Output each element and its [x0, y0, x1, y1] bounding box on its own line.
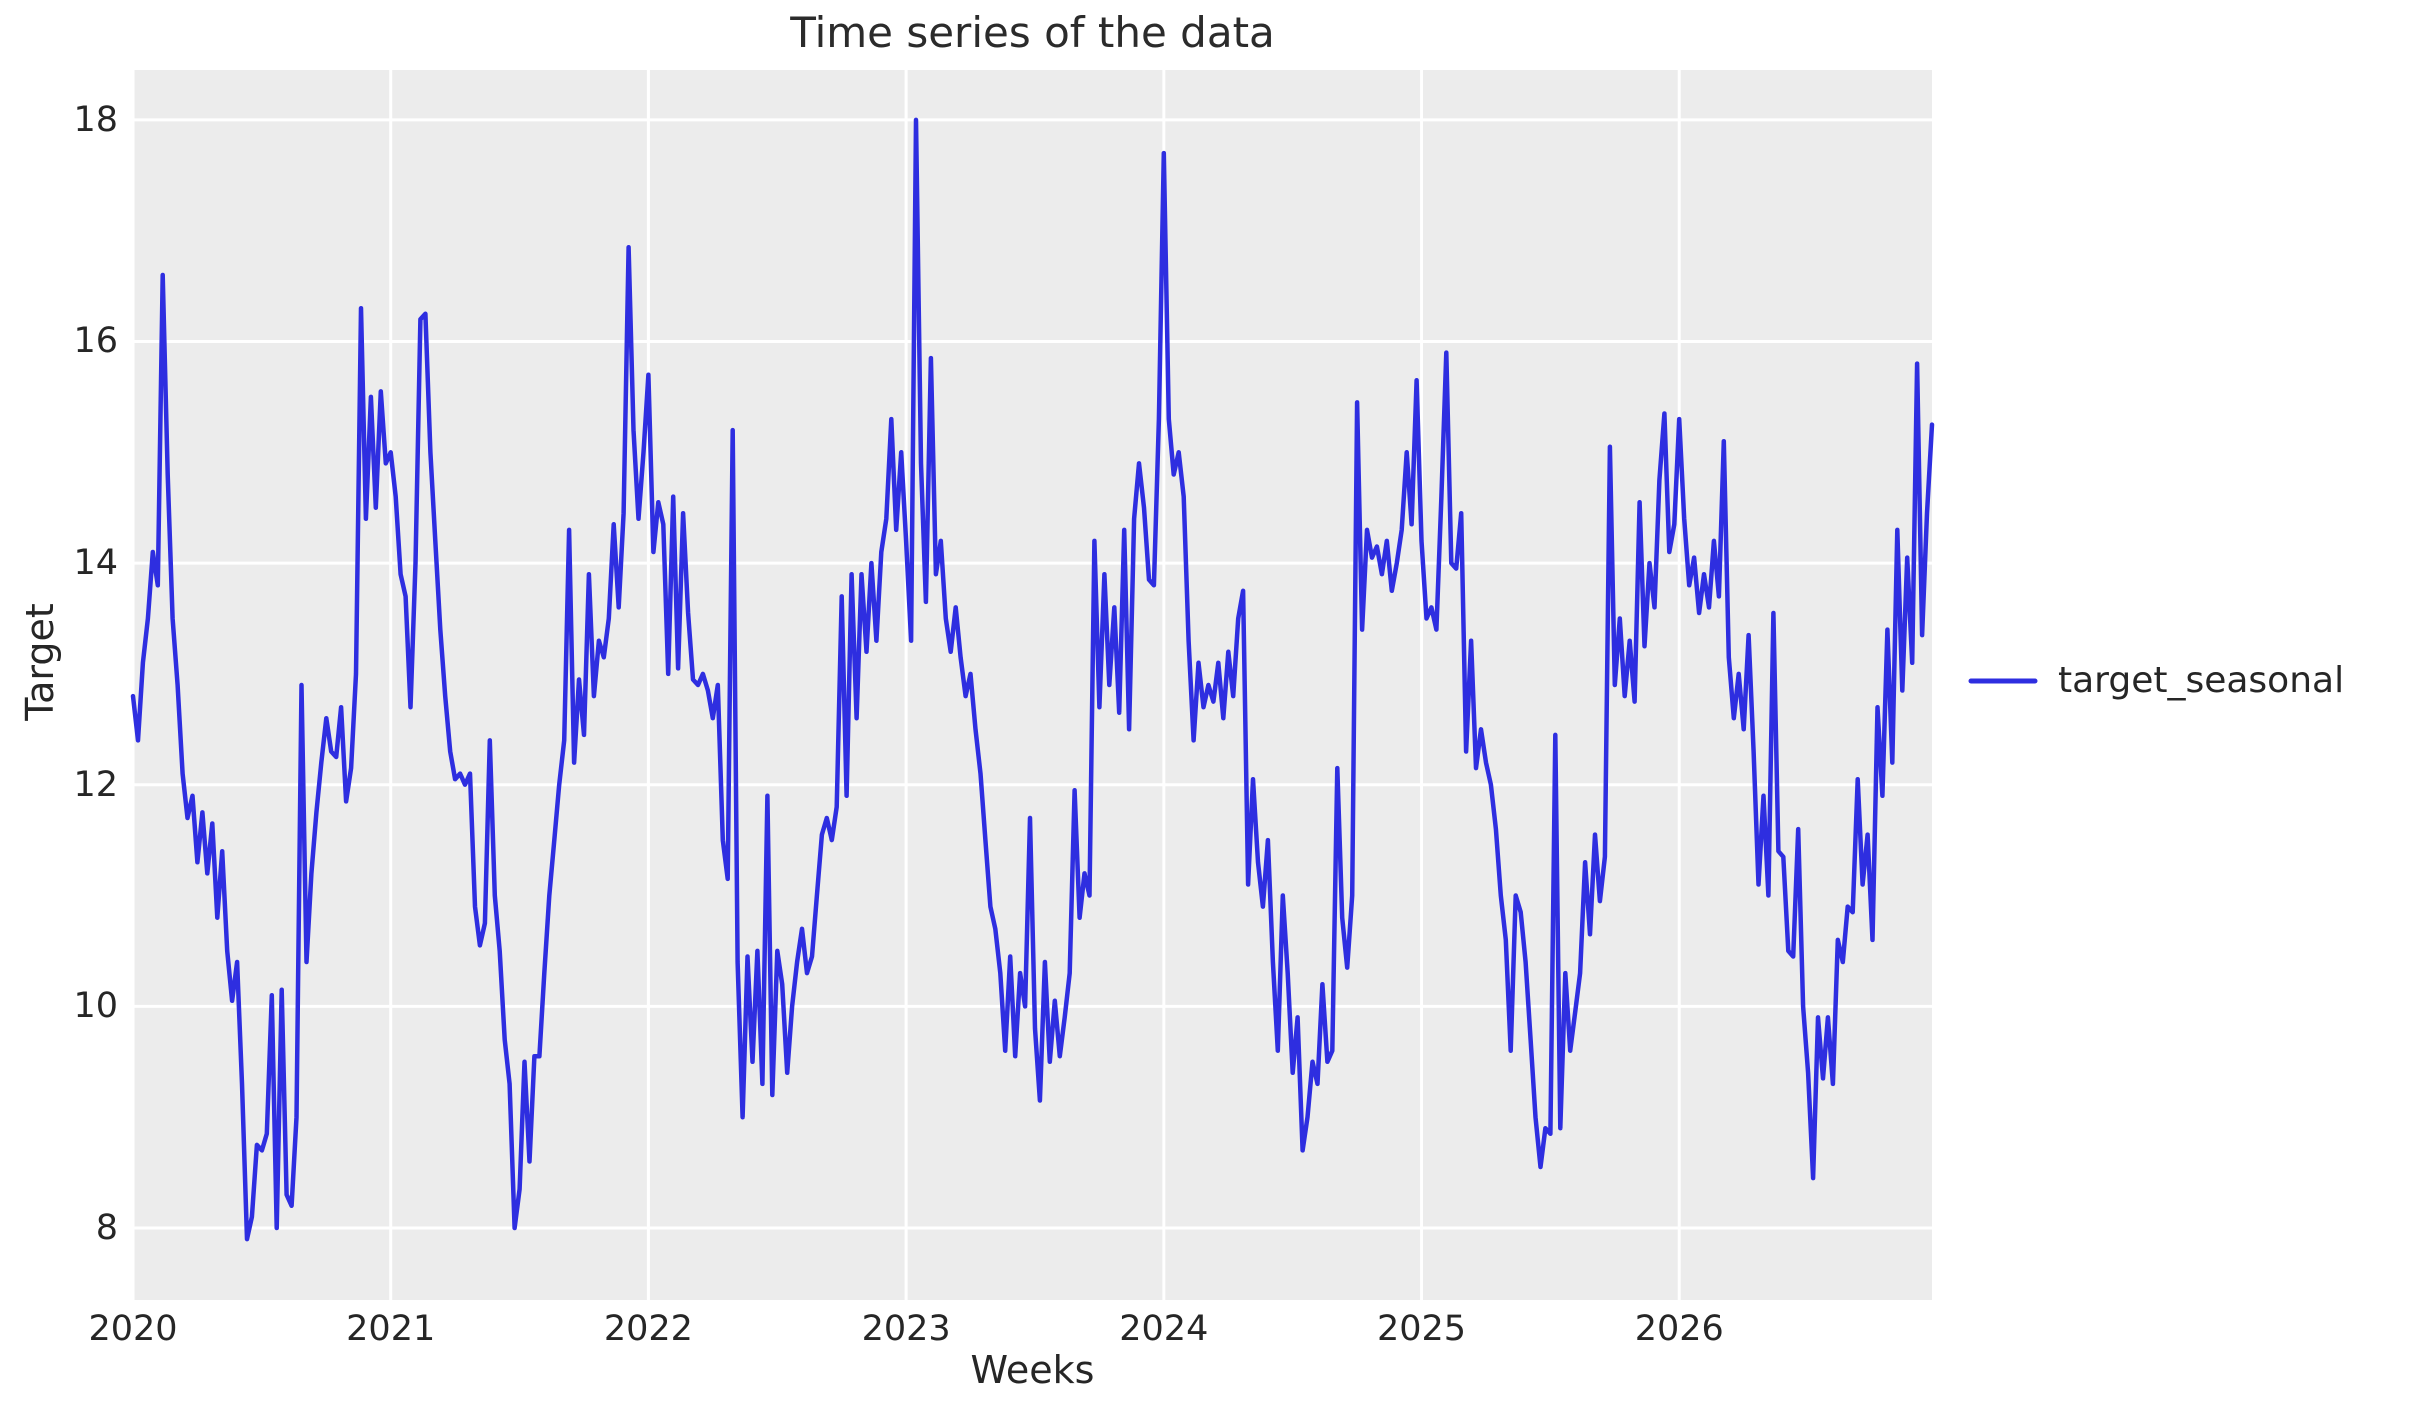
- y-axis-label: Target: [18, 603, 62, 721]
- chart-title: Time series of the data: [790, 8, 1275, 57]
- x-tick-label-2022: 2022: [603, 1309, 693, 1349]
- y-tick-label-12: 12: [73, 764, 118, 805]
- x-tick-label-2026: 2026: [1634, 1309, 1724, 1349]
- x-tick-label-2020: 2020: [88, 1309, 178, 1349]
- x-axis-label: Weeks: [970, 1348, 1095, 1392]
- x-tick-label-2023: 2023: [861, 1309, 951, 1349]
- x-tick-label-2025: 2025: [1376, 1309, 1467, 1349]
- y-tick-label-14: 14: [73, 543, 118, 584]
- y-tick-label-16: 16: [73, 321, 118, 362]
- legend-line-swatch: [1968, 678, 2038, 683]
- plot-background: [133, 70, 1932, 1300]
- x-tick-label-2021: 2021: [346, 1309, 436, 1349]
- series-line-target_seasonal: [130, 117, 1935, 1242]
- y-tick-label-10: 10: [73, 986, 118, 1027]
- x-tick-label-2024: 2024: [1119, 1309, 1209, 1349]
- legend: target_seasonal: [1968, 660, 2344, 701]
- legend-entry-label: target_seasonal: [2058, 660, 2345, 701]
- y-tick-label-8: 8: [95, 1207, 118, 1248]
- y-tick-label-18: 18: [73, 99, 118, 140]
